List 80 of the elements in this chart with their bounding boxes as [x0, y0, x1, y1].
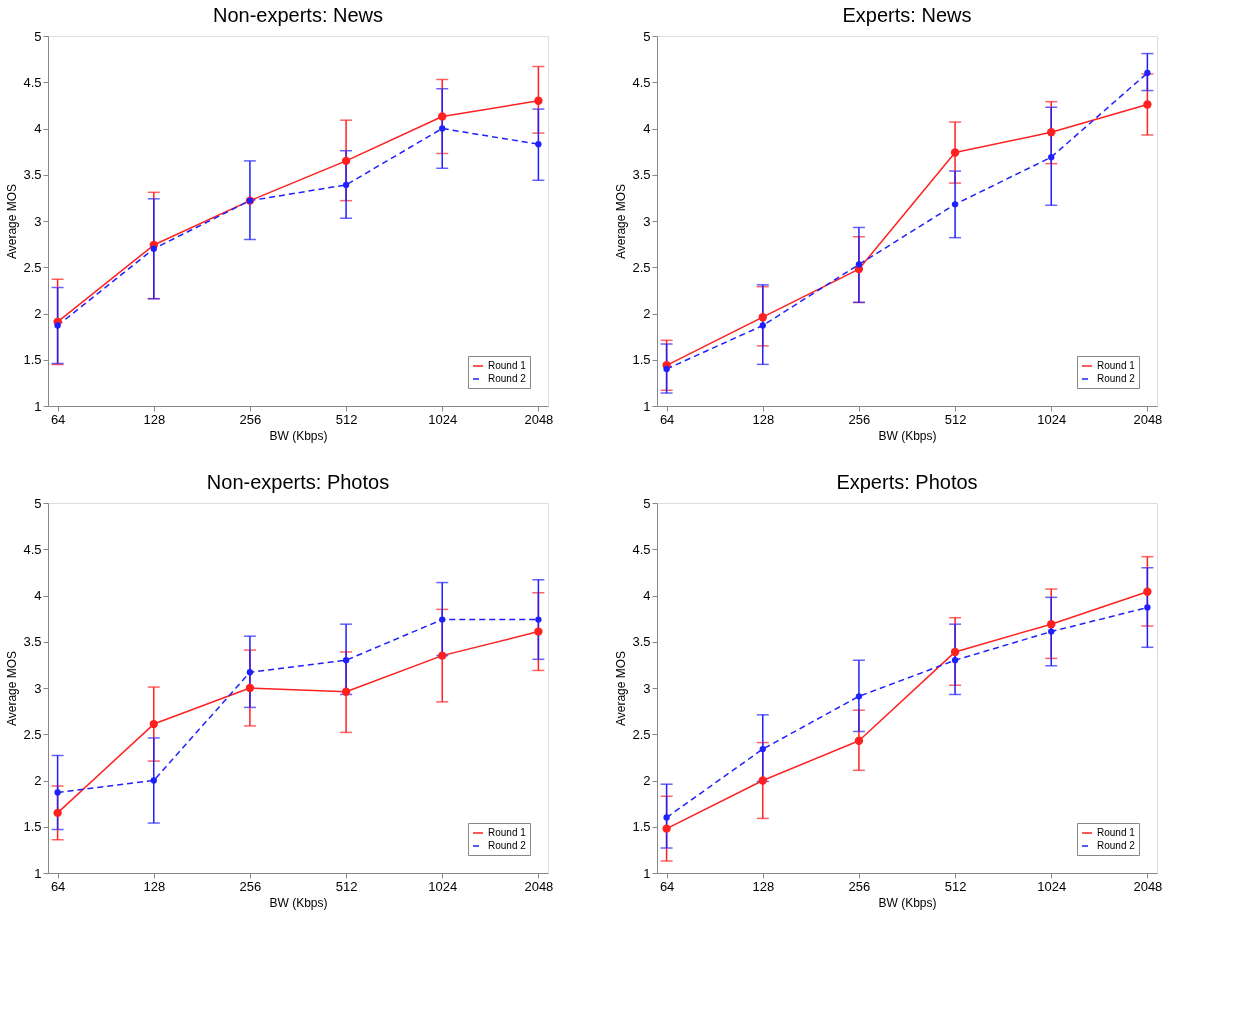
x-axis-title: BW (Kbps): [269, 895, 328, 910]
y-tick-label: 4.5: [23, 541, 42, 557]
y-tick-label: 3: [643, 680, 651, 696]
y-tick-label: 2: [34, 773, 42, 788]
y-tick-label: 2: [643, 773, 651, 788]
y-tick-label: 3.5: [632, 634, 651, 650]
y-tick-label: 1: [34, 398, 42, 414]
chart-title: Experts: News: [842, 4, 972, 26]
legend-label: Round 1: [1097, 360, 1136, 371]
x-tick-label: 512: [335, 878, 358, 894]
x-tick-label: 2048: [524, 411, 554, 427]
y-tick-label: 5: [34, 495, 42, 511]
y-tick-label: 3: [34, 213, 42, 229]
x-tick-label: 2048: [1133, 878, 1163, 894]
y-tick-label: 3.5: [23, 167, 42, 183]
y-tick-label: 4: [34, 588, 42, 603]
x-axis-title: BW (Kbps): [878, 895, 937, 910]
x-tick-label: 64: [659, 878, 675, 894]
y-tick-label: 3: [34, 680, 42, 696]
y-tick-label: 4.5: [632, 74, 651, 90]
y-axis-title: Average MOS: [614, 183, 629, 260]
x-tick-label: 2048: [1133, 411, 1163, 427]
y-tick-label: 1.5: [632, 819, 651, 835]
y-tick-label: 2: [643, 306, 651, 321]
y-tick-label: 1: [643, 865, 651, 881]
x-tick-label: 1024: [1037, 878, 1067, 894]
x-tick-label: 1024: [428, 411, 458, 427]
x-tick-label: 256: [848, 411, 871, 427]
y-tick-label: 5: [34, 28, 42, 44]
x-tick-label: 512: [944, 411, 967, 427]
legend-label: Round 2: [1097, 373, 1136, 384]
x-tick-label: 256: [848, 878, 871, 894]
y-tick-label: 3.5: [23, 634, 42, 650]
y-tick-label: 1: [643, 398, 651, 414]
y-axis-title: Average MOS: [5, 183, 20, 260]
x-tick-label: 512: [944, 878, 967, 894]
y-tick-label: 5: [643, 28, 651, 44]
y-tick-label: 1: [34, 865, 42, 881]
y-tick-label: 4: [643, 121, 651, 136]
chart-title: Experts: Photos: [836, 471, 978, 493]
y-tick-label: 2.5: [632, 726, 651, 742]
legend-label: Round 1: [488, 360, 527, 371]
chart-title: Non-experts: News: [212, 4, 384, 26]
x-tick-label: 64: [50, 411, 66, 427]
legend-label: Round 2: [488, 840, 527, 851]
x-tick-label: 2048: [524, 878, 554, 894]
x-tick-label: 64: [659, 411, 675, 427]
y-tick-label: 2: [34, 306, 42, 321]
y-tick-label: 1.5: [632, 352, 651, 368]
x-tick-label: 256: [239, 411, 262, 427]
y-axis-title: Average MOS: [5, 650, 20, 727]
x-tick-label: 1024: [1037, 411, 1067, 427]
y-tick-label: 3.5: [632, 167, 651, 183]
y-tick-label: 4: [643, 588, 651, 603]
x-tick-label: 128: [752, 411, 775, 427]
y-tick-label: 2.5: [23, 726, 42, 742]
y-tick-label: 4: [34, 121, 42, 136]
y-tick-label: 5: [643, 495, 651, 511]
y-tick-label: 3: [643, 213, 651, 229]
x-tick-label: 128: [143, 411, 166, 427]
x-tick-label: 128: [143, 878, 166, 894]
legend-label: Round 1: [488, 827, 527, 838]
y-tick-label: 1.5: [23, 819, 42, 835]
x-axis-title: BW (Kbps): [878, 428, 937, 443]
y-axis-title: Average MOS: [614, 650, 629, 727]
y-tick-label: 4.5: [632, 541, 651, 557]
y-tick-label: 2.5: [632, 259, 651, 275]
x-tick-label: 64: [50, 878, 66, 894]
legend-label: Round 1: [1097, 827, 1136, 838]
x-tick-label: 256: [239, 878, 262, 894]
x-tick-label: 1024: [428, 878, 458, 894]
x-tick-label: 128: [752, 878, 775, 894]
y-tick-label: 1.5: [23, 352, 42, 368]
y-tick-label: 2.5: [23, 259, 42, 275]
legend-label: Round 2: [1097, 840, 1136, 851]
x-axis-title: BW (Kbps): [269, 428, 328, 443]
legend-label: Round 2: [488, 373, 527, 384]
x-tick-label: 512: [335, 411, 358, 427]
chart-title: Non-experts: Photos: [206, 471, 390, 493]
y-tick-label: 4.5: [23, 74, 42, 90]
